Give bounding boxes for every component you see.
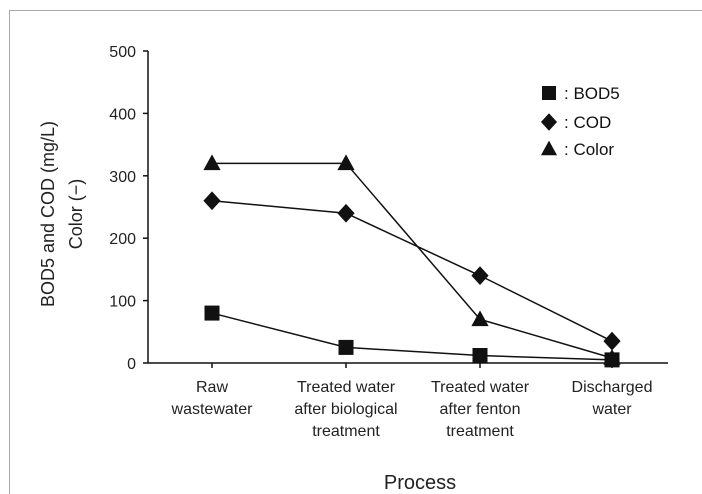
y-tick-label: 200 bbox=[109, 231, 136, 248]
series-layer bbox=[203, 154, 621, 368]
x-category-label-line: wastewater bbox=[171, 401, 254, 418]
x-category-label-line: Treated water bbox=[431, 379, 530, 396]
series-line-color bbox=[212, 162, 613, 359]
y-tick-label: 0 bbox=[127, 356, 136, 373]
data-point-color bbox=[203, 154, 221, 171]
y-tick-label: 400 bbox=[109, 106, 136, 123]
legend-label-color: : Color bbox=[564, 140, 614, 159]
y-tick-label: 300 bbox=[109, 169, 136, 186]
data-point-cod bbox=[471, 266, 489, 286]
x-category-label: Treated water after fenton treatment bbox=[431, 379, 530, 440]
x-category-label-line: after fenton bbox=[440, 401, 521, 418]
legend-label-cod: : COD bbox=[564, 113, 611, 132]
x-category-label-line: treatment bbox=[312, 423, 380, 440]
legend-label-bod5: : BOD5 bbox=[564, 84, 620, 103]
legend-item-color: : Color bbox=[540, 140, 614, 159]
legend-marker-color bbox=[540, 140, 558, 156]
legend-marker-cod bbox=[540, 113, 558, 131]
x-category-label-line: after biological bbox=[294, 401, 397, 418]
series-bod5 bbox=[204, 305, 620, 368]
x-category-label-line: treatment bbox=[446, 423, 514, 440]
x-category-label: Raw wastewater bbox=[171, 379, 254, 418]
legend-item-cod: : COD bbox=[540, 113, 611, 132]
chart-frame bbox=[9, 10, 702, 494]
chart-legend: : BOD5 : COD : Color bbox=[540, 84, 620, 159]
x-category-label-line: Discharged bbox=[572, 379, 653, 396]
x-category-label-line: Treated water bbox=[297, 379, 396, 396]
data-point-cod bbox=[337, 203, 355, 223]
x-axis-title: Process bbox=[384, 472, 456, 494]
series-color bbox=[203, 154, 621, 365]
data-point-bod5 bbox=[338, 339, 354, 355]
y-axis-title-line1: BOD5 and COD (mg/L) bbox=[38, 121, 58, 307]
data-point-cod bbox=[203, 191, 221, 211]
y-tick-label: 100 bbox=[109, 294, 136, 311]
legend-item-bod5: : BOD5 bbox=[542, 84, 620, 103]
data-point-color bbox=[603, 349, 621, 365]
chart-axes: 0 100 200 300 400 500 Raw wastewater Treated wat… bbox=[109, 44, 668, 440]
data-point-color bbox=[471, 310, 489, 327]
x-category-label-line: water bbox=[591, 401, 632, 418]
series-cod bbox=[203, 191, 621, 351]
series-line-cod bbox=[211, 200, 613, 342]
y-tick-label: 500 bbox=[109, 44, 136, 61]
x-category-label: Discharged water bbox=[572, 379, 653, 418]
legend-marker-bod5 bbox=[542, 86, 556, 100]
x-category-label: Treated water after biological treatment bbox=[294, 379, 397, 440]
data-point-bod5 bbox=[204, 305, 220, 321]
y-axis-title-line2: Color (−) bbox=[66, 179, 86, 250]
x-category-label-line: Raw bbox=[196, 379, 228, 396]
data-point-color bbox=[337, 154, 355, 171]
data-point-bod5 bbox=[472, 348, 488, 364]
series-line-bod5 bbox=[211, 312, 613, 361]
data-point-cod bbox=[603, 331, 621, 351]
